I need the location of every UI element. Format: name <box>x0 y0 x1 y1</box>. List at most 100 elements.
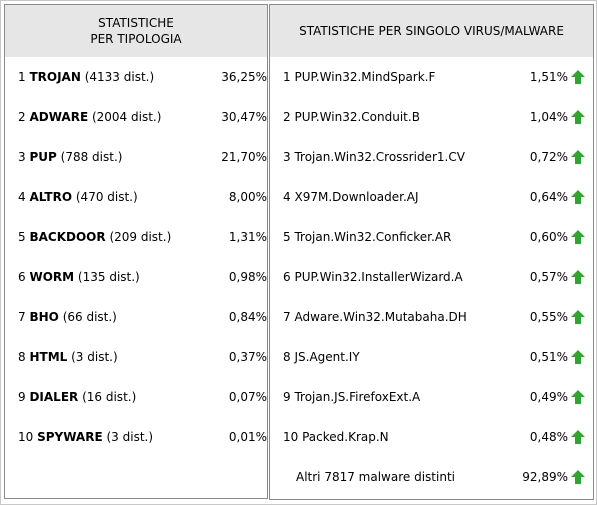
up-arrow <box>571 350 585 364</box>
malware-panel: STATISTICHE PER SINGOLO VIRUS/MALWARE 1 … <box>269 4 594 500</box>
malware-name: Trojan.Win32.Crossrider1.CV <box>294 150 465 164</box>
rank: 1 <box>18 70 26 84</box>
type-name: DIALER <box>29 390 79 404</box>
rank: 8 <box>18 350 26 364</box>
type-count: (788 dist.) <box>60 150 123 164</box>
type-count: (135 dist.) <box>77 270 140 284</box>
rank: 9 <box>18 390 26 404</box>
percent: 30,47% <box>221 110 267 124</box>
malware-name: Packed.Krap.N <box>302 430 389 444</box>
type-name: ALTRO <box>29 190 73 204</box>
type-row: 4 ALTRO (470 dist.) <box>18 189 138 205</box>
up-arrow <box>571 390 585 404</box>
type-name: SPYWARE <box>37 430 103 444</box>
up-arrow <box>571 310 585 324</box>
header-line: STATISTICHE <box>98 16 174 30</box>
type-name: PUP <box>29 150 57 164</box>
up-arrow <box>571 230 585 244</box>
malware-name: PUP.Win32.InstallerWizard.A <box>294 270 463 284</box>
rank: 6 <box>18 270 26 284</box>
percent: 0,49% <box>529 390 568 404</box>
malware-row: 6 PUP.Win32.InstallerWizard.A <box>283 269 463 285</box>
percent: 0,55% <box>529 310 568 324</box>
type-row: 1 TROJAN (4133 dist.) <box>18 69 154 85</box>
rank: 7 <box>283 310 291 324</box>
malware-row: 9 Trojan.JS.FirefoxExt.A <box>283 389 420 405</box>
up-arrow <box>571 70 585 84</box>
type-count: (470 dist.) <box>75 190 138 204</box>
malware-row: 3 Trojan.Win32.Crossrider1.CV <box>283 149 465 165</box>
rank: 6 <box>283 270 291 284</box>
malware-row: 1 PUP.Win32.MindSpark.F <box>283 69 435 85</box>
percent: 36,25% <box>221 70 267 84</box>
up-arrow <box>571 470 585 484</box>
rank: 10 <box>283 430 299 444</box>
malware-row: 4 X97M.Downloader.AJ <box>283 189 419 205</box>
header-line: PER TIPOLOGIA <box>90 32 182 46</box>
rank: 5 <box>283 230 291 244</box>
malware-row: 7 Adware.Win32.Mutabaha.DH <box>283 309 467 325</box>
rank: 8 <box>283 350 291 364</box>
type-row: 6 WORM (135 dist.) <box>18 269 140 285</box>
malware-row: 8 JS.Agent.IY <box>283 349 360 365</box>
header-line: STATISTICHE PER SINGOLO VIRUS/MALWARE <box>299 24 564 38</box>
type-name: BACKDOOR <box>29 230 106 244</box>
footer-label: Altri 7817 malware distinti <box>296 470 455 484</box>
type-row: 2 ADWARE (2004 dist.) <box>18 109 161 125</box>
malware-name: Trojan.JS.FirefoxExt.A <box>294 390 421 404</box>
rank: 3 <box>283 150 291 164</box>
malware-row: 10 Packed.Krap.N <box>283 429 389 445</box>
percent: 0,84% <box>228 310 267 324</box>
percent: 1,51% <box>529 70 568 84</box>
type-count: (3 dist.) <box>71 350 118 364</box>
type-name: HTML <box>29 350 68 364</box>
type-row: 8 HTML (3 dist.) <box>18 349 118 365</box>
malware-row: 5 Trojan.Win32.Conficker.AR <box>283 229 451 245</box>
malware-name: JS.Agent.IY <box>294 350 360 364</box>
malware-name: PUP.Win32.MindSpark.F <box>294 70 436 84</box>
malware-header: STATISTICHE PER SINGOLO VIRUS/MALWARE <box>270 5 593 57</box>
type-name: BHO <box>29 310 59 324</box>
type-row: 7 BHO (66 dist.) <box>18 309 117 325</box>
up-arrow <box>571 110 585 124</box>
type-count: (66 dist.) <box>62 310 117 324</box>
type-count: (4133 dist.) <box>84 70 155 84</box>
malware-name: X97M.Downloader.AJ <box>294 190 419 204</box>
type-count: (2004 dist.) <box>91 110 162 124</box>
rank: 7 <box>18 310 26 324</box>
rank: 10 <box>18 430 34 444</box>
type-name: ADWARE <box>29 110 89 124</box>
rank: 2 <box>283 110 291 124</box>
percent: 92,89% <box>522 470 568 484</box>
type-row: 9 DIALER (16 dist.) <box>18 389 136 405</box>
malware-row: 2 PUP.Win32.Conduit.B <box>283 109 420 125</box>
percent: 0,48% <box>529 430 568 444</box>
percent: 1,04% <box>529 110 568 124</box>
percent: 0,37% <box>228 350 267 364</box>
type-name: WORM <box>29 270 75 284</box>
up-arrow <box>571 430 585 444</box>
rank: 3 <box>18 150 26 164</box>
up-arrow <box>571 270 585 284</box>
type-row: 5 BACKDOOR (209 dist.) <box>18 229 171 245</box>
type-count: (16 dist.) <box>82 390 137 404</box>
rank: 4 <box>283 190 291 204</box>
percent: 0,01% <box>228 430 267 444</box>
rank: 1 <box>283 70 291 84</box>
rank: 2 <box>18 110 26 124</box>
type-count: (209 dist.) <box>109 230 172 244</box>
percent: 1,31% <box>228 230 267 244</box>
rank: 5 <box>18 230 26 244</box>
malware-name: Adware.Win32.Mutabaha.DH <box>294 310 467 324</box>
type-header: STATISTICHE PER TIPOLOGIA <box>5 5 267 57</box>
percent: 0,72% <box>529 150 568 164</box>
type-panel: STATISTICHE PER TIPOLOGIA 1 TROJAN (4133… <box>4 4 268 499</box>
percent: 0,60% <box>529 230 568 244</box>
malware-name: PUP.Win32.Conduit.B <box>294 110 420 124</box>
percent: 0,07% <box>228 390 267 404</box>
percent: 8,00% <box>228 190 267 204</box>
malware-name: Trojan.Win32.Conficker.AR <box>294 230 452 244</box>
percent: 21,70% <box>221 150 267 164</box>
percent: 0,98% <box>228 270 267 284</box>
rank: 4 <box>18 190 26 204</box>
